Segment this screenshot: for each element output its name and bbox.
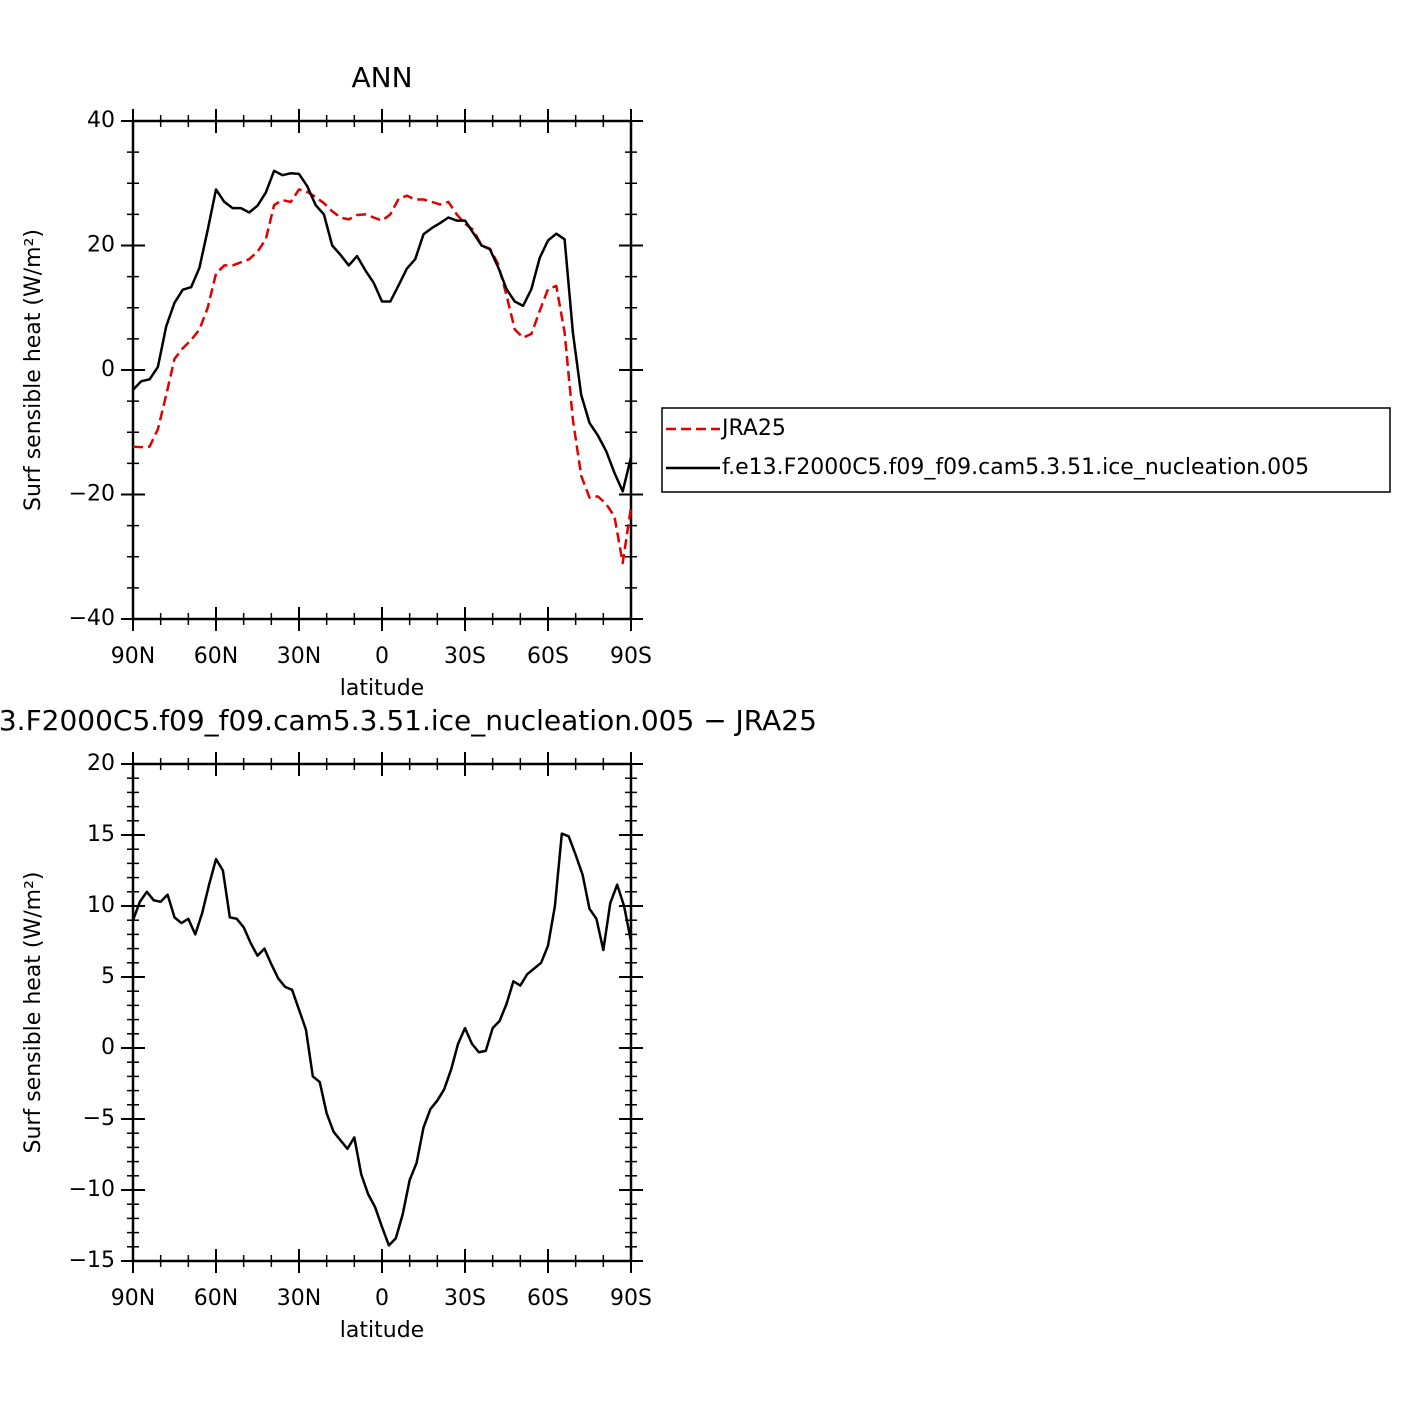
x-axis-label: latitude bbox=[340, 676, 424, 701]
x-tick-label: 60N bbox=[194, 644, 238, 669]
y-tick-label: 0 bbox=[101, 357, 115, 382]
y-tick-label: −15 bbox=[69, 1248, 115, 1273]
legend-box bbox=[661, 407, 1391, 493]
chart-title: ANN bbox=[351, 61, 412, 94]
x-tick-label: 60S bbox=[527, 644, 569, 669]
y-tick-label: 10 bbox=[87, 893, 115, 918]
x-tick-label: 30N bbox=[277, 644, 321, 669]
x-tick-label: 30S bbox=[444, 1286, 486, 1311]
y-tick-label: 15 bbox=[87, 822, 115, 847]
legend-label: f.e13.F2000C5.f09_f09.cam5.3.51.ice_nucl… bbox=[722, 455, 1309, 480]
x-tick-label: 90S bbox=[610, 644, 652, 669]
y-tick-label: 0 bbox=[101, 1035, 115, 1060]
y-tick-label: 40 bbox=[87, 108, 115, 133]
y-tick-label: −5 bbox=[83, 1106, 115, 1131]
x-tick-label: 30S bbox=[444, 644, 486, 669]
series-line bbox=[131, 832, 633, 1247]
y-tick-label: 5 bbox=[101, 964, 115, 989]
y-tick-label: 20 bbox=[87, 751, 115, 776]
x-axis-label: latitude bbox=[340, 1318, 424, 1343]
x-tick-label: 60N bbox=[194, 1286, 238, 1311]
x-tick-label: 90N bbox=[111, 1286, 155, 1311]
series-line bbox=[132, 188, 633, 565]
x-tick-label: 60S bbox=[527, 1286, 569, 1311]
y-tick-label: 20 bbox=[87, 233, 115, 258]
x-tick-label: 0 bbox=[375, 644, 389, 669]
y-tick-label: −20 bbox=[69, 482, 115, 507]
y-axis-label: Surf sensible heat (W/m²) bbox=[21, 229, 46, 511]
y-tick-label: −10 bbox=[69, 1177, 115, 1202]
x-tick-label: 30N bbox=[277, 1286, 321, 1311]
plot-frame bbox=[131, 119, 633, 621]
legend: JRA25 f.e13.F2000C5.f09_f09.cam5.3.51.ice… bbox=[661, 407, 1391, 493]
plot-frame bbox=[131, 762, 633, 1263]
y-tick-label: −40 bbox=[69, 606, 115, 631]
chart-title: f.e13.F2000C5.f09_f09.cam5.3.51.ice_nucl… bbox=[0, 704, 817, 737]
series-line bbox=[132, 169, 633, 493]
x-tick-label: 90S bbox=[610, 1286, 652, 1311]
legend-label: JRA25 bbox=[720, 416, 786, 441]
x-tick-label: 90N bbox=[111, 644, 155, 669]
x-tick-label: 0 bbox=[375, 1286, 389, 1311]
y-axis-label: Surf sensible heat (W/m²) bbox=[21, 872, 46, 1154]
